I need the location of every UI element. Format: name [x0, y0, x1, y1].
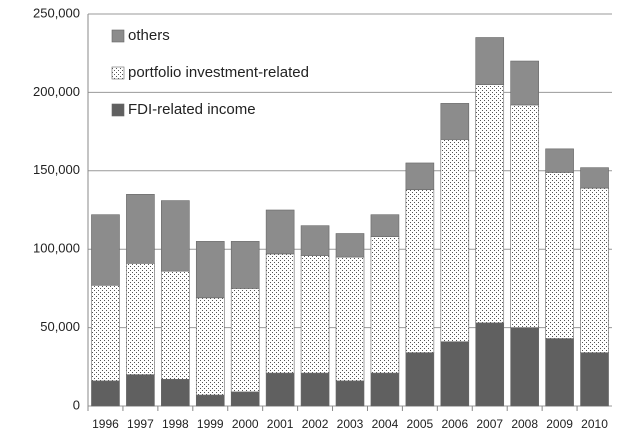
- bar-segment: [195, 241, 225, 299]
- bar-segment: [161, 379, 190, 407]
- bar-segment: [265, 209, 295, 255]
- x-tick-label: 1996: [92, 417, 119, 431]
- y-tick-label: 50,000: [40, 319, 80, 334]
- x-tick-label: 2008: [511, 417, 538, 431]
- bar-segment: [475, 84, 505, 324]
- bar-segment: [300, 255, 330, 374]
- bar-segment: [580, 187, 609, 353]
- legend-label: portfolio investment-related: [128, 64, 309, 81]
- bar-segment: [580, 167, 609, 189]
- bar-segment: [265, 253, 295, 374]
- bar-segment: [126, 374, 155, 407]
- legend-label: FDI-related income: [128, 101, 256, 118]
- bar-segment: [370, 214, 400, 237]
- x-tick-label: 2006: [441, 417, 468, 431]
- bar-segment: [91, 284, 120, 382]
- bar-segment: [440, 341, 470, 407]
- bar-segment: [545, 172, 574, 339]
- bar-segment: [580, 352, 609, 407]
- legend-swatch: [111, 103, 125, 117]
- bar-segment: [545, 148, 574, 173]
- bar-segment: [370, 236, 400, 374]
- bar-segment: [405, 352, 435, 407]
- x-tick-label: 2004: [372, 417, 399, 431]
- x-tick-label: 1999: [197, 417, 224, 431]
- bar-segment: [195, 394, 225, 407]
- x-tick-label: 2000: [232, 417, 259, 431]
- bar-segment: [195, 297, 225, 396]
- bar-segment: [510, 327, 539, 407]
- y-tick-label: 100,000: [33, 241, 80, 256]
- legend-swatch: [111, 66, 125, 80]
- bar-segment: [510, 104, 539, 328]
- x-tick-label: 2003: [337, 417, 364, 431]
- y-tick-label: 150,000: [33, 162, 80, 177]
- bar-segment: [126, 263, 155, 375]
- bar-segment: [475, 322, 505, 407]
- x-tick-label: 2002: [302, 417, 329, 431]
- bar-segment: [440, 139, 470, 343]
- bar-segment: [265, 372, 295, 407]
- legend-label: others: [128, 27, 170, 44]
- bar-segment: [440, 103, 470, 140]
- bar-segment: [405, 162, 435, 190]
- legend-swatch: [111, 29, 125, 43]
- x-tick-label: 1998: [162, 417, 189, 431]
- bar-segment: [161, 200, 190, 272]
- y-tick-label: 250,000: [33, 5, 80, 20]
- bar-segment: [230, 391, 260, 407]
- x-tick-label: 2009: [546, 417, 573, 431]
- x-tick-label: 2005: [407, 417, 434, 431]
- y-tick-label: 200,000: [33, 84, 80, 99]
- bar-segment: [370, 372, 400, 407]
- x-tick-label: 1997: [127, 417, 154, 431]
- bar-segment: [91, 214, 120, 286]
- bar-segment: [475, 37, 505, 85]
- y-tick-label: 0: [73, 397, 80, 412]
- bar-segment: [335, 256, 365, 382]
- bar-segment: [405, 189, 435, 353]
- bar-segment: [161, 270, 190, 380]
- bar-segment: [300, 372, 330, 407]
- bar-segment: [230, 288, 260, 393]
- x-tick-label: 2010: [581, 417, 608, 431]
- bar-segment: [335, 233, 365, 258]
- bar-segment: [510, 60, 539, 106]
- bar-segment: [300, 225, 330, 256]
- x-tick-label: 2007: [476, 417, 503, 431]
- bar-segment: [91, 380, 120, 407]
- bar-segment: [545, 338, 574, 407]
- bar-segment: [335, 380, 365, 407]
- bar-segment: [126, 194, 155, 264]
- bar-segment: [230, 241, 260, 289]
- x-tick-label: 2001: [267, 417, 294, 431]
